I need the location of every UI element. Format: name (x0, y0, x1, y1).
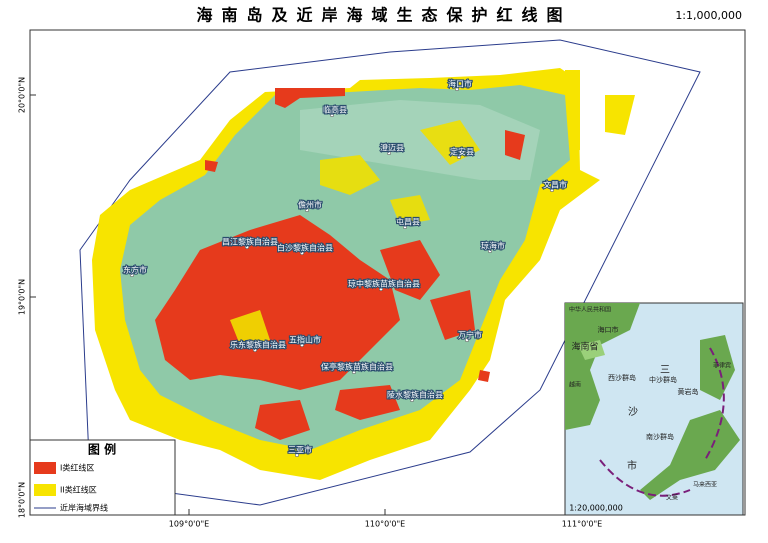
place-dot (378, 286, 384, 292)
place-dot (244, 244, 250, 250)
place-dot (299, 250, 305, 256)
legend-label: I类红线区 (60, 463, 94, 473)
class1-zone (155, 215, 400, 390)
place-label: 定安县 (450, 147, 474, 157)
inset-label: 市 (627, 459, 637, 472)
place-label: 文昌市 (543, 180, 567, 190)
legend-label: II类红线区 (60, 485, 97, 495)
inset-label: 南沙群岛 (646, 432, 674, 441)
legend: 图 例 I类红线区 II类红线区 近岸海域界线 (29, 439, 176, 516)
place-dot (386, 150, 392, 156)
inset-label: 菲律宾 (713, 362, 731, 370)
inset-label: 沙 (628, 406, 638, 418)
place-label: 白沙黎族自治县 (277, 243, 333, 253)
class2-zone (390, 195, 430, 225)
legend-label: 近岸海域界线 (60, 503, 108, 513)
inset-label: 西沙群岛 (608, 373, 636, 382)
place-dot (304, 207, 310, 213)
inset-label: 中沙群岛 (649, 375, 677, 384)
place-label: 琼海市 (481, 241, 505, 251)
place-dot (329, 112, 335, 118)
inset-boundary (599, 347, 725, 497)
inset-label: 越南 (569, 381, 581, 389)
place-label: 万宁市 (458, 330, 482, 340)
coastal-boundary (79, 39, 701, 506)
legend-swatch (34, 462, 56, 474)
place-dot (409, 397, 415, 403)
place-dot (456, 154, 462, 160)
class2-sea-zone (565, 70, 635, 155)
inset-label: 马来西亚 (693, 481, 717, 489)
legend-box (29, 439, 176, 516)
place-label: 临高县 (323, 105, 347, 115)
inset-scale: 1:20,000,000 (569, 504, 623, 513)
place-dot (299, 342, 305, 348)
place-dot (252, 347, 258, 353)
legend-swatch (34, 484, 56, 496)
place-label: 昌江黎族自治县 (222, 237, 278, 247)
place-label: 陵水黎族自治县 (387, 390, 443, 400)
place-dot (487, 248, 493, 254)
lon-label: 109°0'0"E (169, 520, 209, 529)
place-label: 海口市 (448, 79, 472, 89)
place-dot (351, 369, 357, 375)
place-dot (402, 224, 408, 230)
place-label: 三亚市 (288, 445, 312, 455)
place-label: 屯昌县 (396, 217, 420, 227)
class1-zones (155, 88, 525, 440)
place-label: 琼中黎族苗族自治县 (348, 279, 420, 289)
lat-label: 20°0'0"N (18, 77, 27, 113)
lat-label: 19°0'0"N (18, 279, 27, 315)
class1-zone (430, 290, 475, 340)
place-label: 保亭黎族苗族自治县 (321, 362, 393, 372)
class1-zone (335, 385, 400, 420)
inset-label: 中华人民共和国 (569, 306, 611, 314)
lon-label: 110°0'0"E (365, 520, 405, 529)
map-scale: 1:1,000,000 (675, 9, 742, 22)
class1-zone (255, 400, 310, 440)
class1-zone (380, 240, 440, 300)
map-title: 海南岛及近岸海域生态保护红线图 (196, 6, 571, 25)
inset-label: 海南省 (571, 341, 598, 353)
place-dot (129, 272, 135, 278)
place-dot (454, 86, 460, 92)
class2-inland-zones (230, 120, 480, 345)
inset-label: 黄岩岛 (678, 387, 699, 396)
inset-label: 文莱 (666, 494, 678, 502)
place-label: 乐东黎族自治县 (230, 340, 286, 350)
inset-land (640, 335, 740, 500)
place-label: 儋州市 (298, 200, 322, 210)
inset-label: 海口市 (598, 325, 619, 334)
class2-zone (420, 120, 480, 165)
place-dot (464, 337, 470, 343)
place-dot (294, 452, 300, 458)
class2-zone (230, 310, 270, 345)
inset-label: 三 (660, 365, 670, 376)
lon-label: 111°0'0"E (562, 520, 602, 529)
class2-zone (320, 155, 380, 195)
class1-zone (275, 88, 345, 108)
place-label: 五指山市 (289, 335, 321, 345)
place-label: 东方市 (123, 265, 147, 275)
place-dot (549, 187, 555, 193)
lat-label: 18°0'0"N (18, 482, 27, 518)
legend-title: 图 例 (88, 442, 116, 457)
inset-hainan (578, 340, 605, 360)
place-label: 澄迈县 (380, 143, 404, 153)
inset-land (565, 303, 640, 430)
